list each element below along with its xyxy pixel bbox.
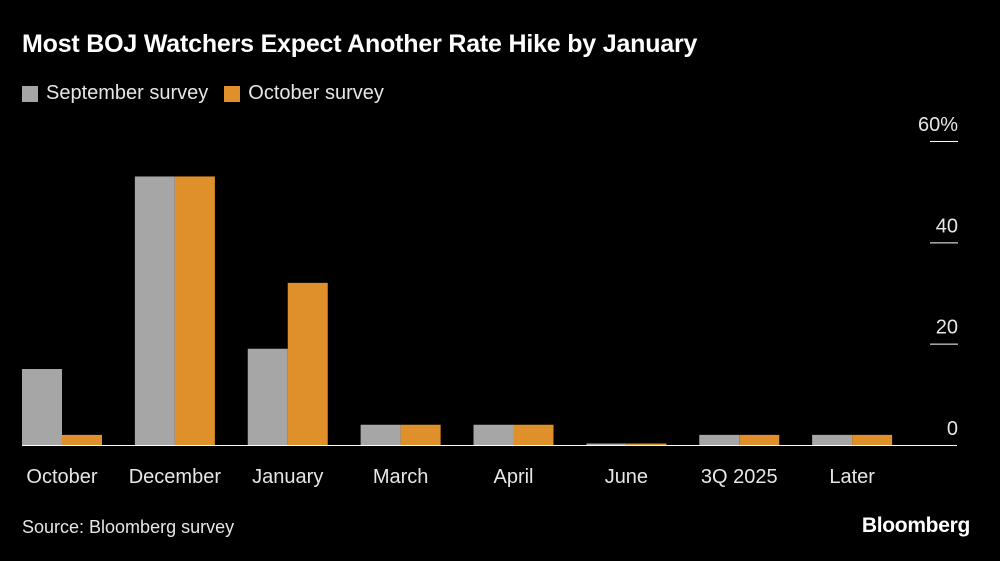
x-tick-label: April [493,466,533,488]
y-tick-label: 60% [918,114,958,136]
bar-october-1 [174,176,215,445]
legend-item-september: September survey [22,82,208,105]
bar-september-5 [586,443,627,445]
bar-october-0 [62,434,102,445]
legend-label-october: October survey [248,82,384,104]
x-tick-label: December [129,466,222,488]
bar-september-6 [699,434,740,445]
legend-label-september: September survey [46,82,209,104]
legend-swatch-october [224,85,241,102]
legend: September survey October survey [22,82,400,105]
bar-september-3 [360,424,401,445]
bar-october-6 [739,434,780,445]
bar-september-1 [134,176,175,445]
bar-october-5 [626,443,667,445]
x-tick-label: 3Q 2025 [701,466,778,488]
x-tick-label: June [605,466,648,488]
x-tick-label: October [26,466,97,488]
y-tick-label: 20 [936,317,958,339]
source-note: Source: Bloomberg survey [22,517,235,537]
legend-item-october: October survey [224,82,384,105]
bar-september-0 [22,369,62,445]
bar-september-4 [473,424,514,445]
x-tick-label: Later [829,466,875,488]
chart-title: Most BOJ Watchers Expect Another Rate Hi… [22,30,698,58]
x-tick-label: March [373,466,429,488]
y-tick-label: 0 [947,418,958,440]
y-tick-label: 40 [936,215,958,237]
bloomberg-logo: Bloomberg [861,514,970,537]
x-tick-label: January [252,466,323,488]
bar-september-7 [812,434,853,445]
bar-september-2 [247,348,288,445]
bar-october-2 [287,282,328,445]
legend-swatch-september [22,85,38,102]
bar-october-3 [400,424,441,445]
bar-october-7 [852,434,893,445]
bar-october-4 [513,424,554,445]
